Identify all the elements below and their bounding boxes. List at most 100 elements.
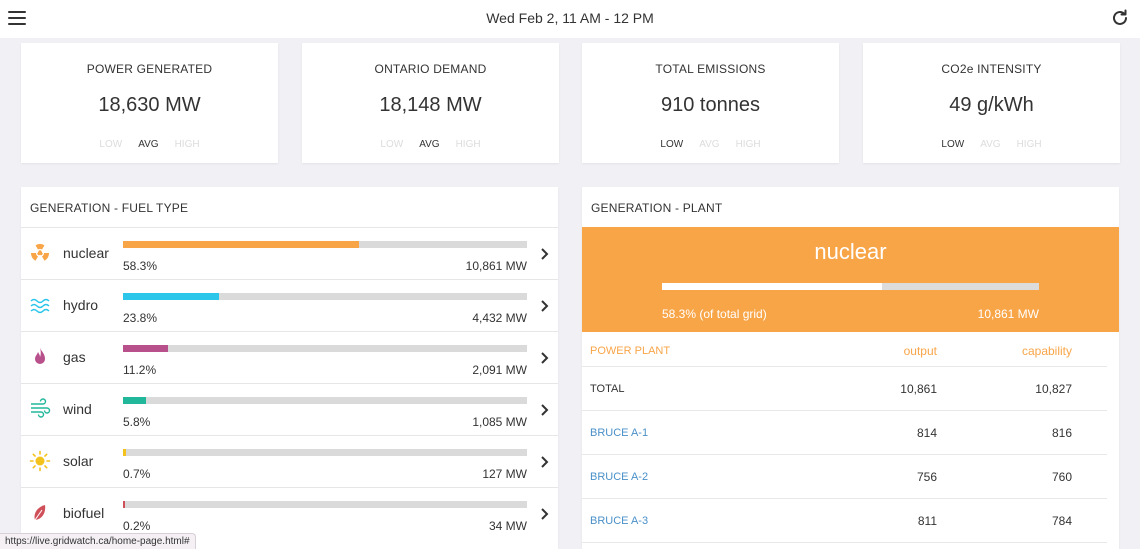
chevron-right-icon	[541, 456, 549, 468]
high-toggle[interactable]: HIGH	[174, 139, 200, 150]
hamburger-menu-icon[interactable]	[8, 11, 26, 25]
avg-toggle[interactable]: AVG	[980, 139, 1001, 150]
fuel-type-panel: GENERATION - FUEL TYPE nuclear 58.3% 10,…	[21, 187, 558, 549]
fuel-percent: 0.2%	[123, 519, 151, 533]
chevron-right-icon	[541, 404, 549, 416]
radiation-icon	[30, 243, 50, 261]
grid-share-bar	[662, 283, 1039, 290]
stat-card-ontario-demand: ONTARIO DEMAND 18,148 MW LOW AVG HIGH	[302, 43, 559, 163]
column-header-plant: POWER PLANT	[590, 345, 671, 357]
plant-name-link[interactable]: BRUCE A-1	[590, 427, 649, 439]
plant-output: 756	[916, 470, 937, 484]
plant-name-link[interactable]: BRUCE A-3	[590, 515, 649, 527]
fuel-percent: 0.7%	[123, 467, 151, 481]
fuel-bar-track	[123, 293, 527, 300]
top-bar: Wed Feb 2, 11 AM - 12 PM	[0, 0, 1140, 38]
plant-output: 811	[917, 514, 937, 528]
stat-label: ONTARIO DEMAND	[374, 62, 487, 76]
column-header-capability: capability	[1021, 344, 1072, 358]
stat-label: CO2e INTENSITY	[941, 62, 1042, 76]
avg-toggle[interactable]: AVG	[699, 139, 720, 150]
fuel-mw: 1,085 MW	[472, 415, 527, 429]
panel-title: GENERATION - PLANT	[591, 201, 723, 215]
stat-card-co2e-intensity: CO2e INTENSITY 49 g/kWh LOW AVG HIGH	[863, 43, 1120, 163]
fuel-row-solar[interactable]: solar 0.7% 127 MW	[21, 435, 558, 487]
selected-fuel-name: nuclear	[814, 239, 887, 264]
fuel-bar-track	[123, 345, 527, 352]
stat-card-total-emissions: TOTAL EMISSIONS 910 tonnes LOW AVG HIGH	[582, 43, 839, 163]
fuel-percent: 11.2%	[123, 363, 157, 377]
stat-label: TOTAL EMISSIONS	[655, 62, 766, 76]
stat-value: 18,148 MW	[379, 94, 482, 116]
range-toggle: LOW AVG HIGH	[21, 139, 278, 150]
fuel-bar-track	[123, 501, 527, 508]
grid-share-bar-fill	[662, 283, 882, 290]
fuel-percent: 58.3%	[123, 259, 158, 273]
fuel-bar-track	[123, 397, 527, 404]
stat-value: 910 tonnes	[661, 94, 760, 116]
low-toggle[interactable]: LOW	[380, 139, 404, 150]
table-row-total: TOTAL 10,861 10,827	[582, 367, 1107, 411]
plant-capability: 760	[1051, 470, 1072, 484]
high-toggle[interactable]: HIGH	[1016, 139, 1042, 150]
fuel-mw: 4,432 MW	[472, 311, 527, 325]
low-toggle[interactable]: LOW	[99, 139, 123, 150]
fuel-name: wind	[63, 401, 92, 417]
fuel-bar-fill	[123, 501, 126, 508]
range-toggle: LOW AVG HIGH	[302, 139, 559, 150]
leaf-icon	[34, 505, 46, 521]
range-toggle: LOW AVG HIGH	[863, 139, 1120, 150]
fuel-mw: 10,861 MW	[465, 259, 527, 273]
sun-icon	[29, 450, 51, 472]
column-header-output: output	[903, 344, 937, 358]
chevron-right-icon	[541, 248, 549, 260]
fuel-row-wind[interactable]: wind 5.8% 1,085 MW	[21, 383, 558, 435]
water-waves-icon	[30, 298, 50, 314]
chevron-right-icon	[541, 300, 549, 312]
table-row[interactable]: BRUCE A-2 756 760	[582, 455, 1107, 499]
low-toggle[interactable]: LOW	[660, 139, 684, 150]
plant-summary-header: nuclear 58.3% (of total grid) 10,861 MW	[582, 227, 1119, 332]
fuel-mw: 127 MW	[482, 467, 527, 481]
fuel-row-hydro[interactable]: hydro 23.8% 4,432 MW	[21, 279, 558, 331]
chevron-right-icon	[541, 508, 549, 520]
browser-status-url: https://live.gridwatch.ca/home-page.html…	[0, 533, 196, 549]
fuel-bar-track	[123, 449, 527, 456]
panel-title: GENERATION - FUEL TYPE	[30, 201, 189, 215]
flame-icon	[35, 348, 45, 364]
fuel-row-biofuel[interactable]: biofuel 0.2% 34 MW	[21, 487, 558, 539]
grid-share-mw: 10,861 MW	[977, 307, 1039, 321]
plant-name-link[interactable]: BRUCE A-2	[590, 471, 649, 483]
fuel-name: hydro	[63, 297, 99, 313]
table-row[interactable]: BRUCE A-3 811 784	[582, 499, 1107, 543]
fuel-name: nuclear	[63, 245, 109, 261]
plant-output: 814	[916, 426, 937, 440]
fuel-bar-track	[123, 241, 527, 248]
avg-toggle[interactable]: AVG	[138, 139, 159, 150]
avg-toggle[interactable]: AVG	[419, 139, 440, 150]
fuel-name: gas	[63, 349, 86, 365]
table-row[interactable]: BRUCE A-1 814 816	[582, 411, 1107, 455]
fuel-percent: 23.8%	[123, 311, 158, 325]
fuel-bar-fill	[123, 397, 147, 404]
range-toggle: LOW AVG HIGH	[582, 139, 839, 150]
high-toggle[interactable]: HIGH	[455, 139, 481, 150]
fuel-mw: 2,091 MW	[472, 363, 527, 377]
plant-capability: 784	[1051, 514, 1072, 528]
high-toggle[interactable]: HIGH	[735, 139, 761, 150]
low-toggle[interactable]: LOW	[941, 139, 965, 150]
page-title: Wed Feb 2, 11 AM - 12 PM	[486, 10, 654, 26]
fuel-bar-fill	[123, 293, 220, 300]
fuel-name: biofuel	[63, 505, 105, 521]
fuel-row-gas[interactable]: gas 11.2% 2,091 MW	[21, 331, 558, 383]
fuel-row-nuclear[interactable]: nuclear 58.3% 10,861 MW	[21, 227, 558, 279]
stat-value: 18,630 MW	[98, 94, 201, 116]
fuel-bar-fill	[123, 449, 126, 456]
refresh-icon[interactable]	[1110, 8, 1130, 28]
plant-output: 10,861	[900, 382, 937, 396]
plant-name: TOTAL	[590, 383, 625, 395]
grid-share-percent: 58.3% (of total grid)	[662, 307, 767, 321]
plant-panel: GENERATION - PLANT nuclear 58.3% (of tot…	[582, 187, 1119, 549]
fuel-bar-fill	[123, 241, 359, 248]
fuel-bar-fill	[123, 345, 169, 352]
